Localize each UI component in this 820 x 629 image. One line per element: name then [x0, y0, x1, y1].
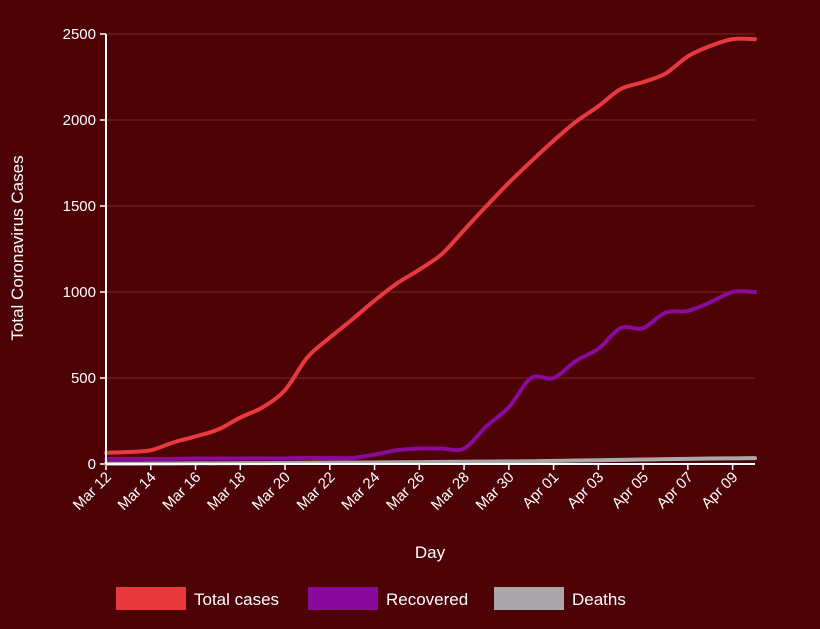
- grid-lines: [106, 33, 755, 379]
- legend: Total cases Recovered Deaths: [116, 587, 626, 610]
- x-axis-title: Day: [415, 543, 446, 562]
- x-tick-label-mar-18: Mar 18: [204, 469, 249, 514]
- y-tick-label-1000: 1000: [63, 284, 96, 301]
- axes: [105, 34, 755, 465]
- x-tick-label-apr-05: Apr 05: [609, 469, 652, 512]
- x-tick-label-mar-24: Mar 24: [338, 469, 383, 514]
- legend-label-deaths: Deaths: [572, 590, 626, 609]
- x-tick-label-mar-26: Mar 26: [383, 469, 428, 514]
- x-tick-label-mar-12: Mar 12: [70, 469, 115, 514]
- legend-item-recovered[interactable]: Recovered: [308, 587, 468, 610]
- x-axis-ticks: Mar 12 Mar 14 Mar 16 Mar 18 Mar 20 Mar 22 Mar …: [70, 464, 741, 514]
- y-tick-label-0: 0: [88, 456, 96, 473]
- y-tick-label-500: 500: [71, 370, 96, 387]
- x-tick-label-mar-20: Mar 20: [249, 469, 294, 514]
- y-axis-ticks: 0 500 1000 1500 2000 2500: [63, 26, 106, 473]
- legend-swatch-total-cases: [116, 587, 186, 610]
- legend-swatch-deaths: [494, 587, 564, 610]
- x-tick-label-apr-09: Apr 09: [698, 469, 741, 512]
- x-tick-label-mar-28: Mar 28: [428, 469, 473, 514]
- x-tick-label-mar-16: Mar 16: [159, 469, 204, 514]
- y-tick-label-2000: 2000: [63, 112, 96, 129]
- series-line-total-cases: [104, 36, 757, 455]
- series-line-recovered: [104, 289, 757, 461]
- y-tick-label-2500: 2500: [63, 26, 96, 43]
- legend-item-deaths[interactable]: Deaths: [494, 587, 626, 610]
- x-tick-label-mar-22: Mar 22: [294, 469, 339, 514]
- legend-swatch-recovered: [308, 587, 378, 610]
- x-tick-label-apr-01: Apr 01: [519, 469, 562, 512]
- y-axis-title: Total Coronavirus Cases: [8, 155, 27, 340]
- legend-label-total-cases: Total cases: [194, 590, 279, 609]
- x-tick-label-mar-14: Mar 14: [115, 469, 160, 514]
- y-tick-label-1500: 1500: [63, 198, 96, 215]
- x-tick-label-mar-30: Mar 30: [473, 469, 518, 514]
- x-tick-label-apr-03: Apr 03: [564, 469, 607, 512]
- x-tick-label-apr-07: Apr 07: [653, 469, 696, 512]
- legend-item-total-cases[interactable]: Total cases: [116, 587, 279, 610]
- series-lines: [104, 36, 757, 466]
- legend-label-recovered: Recovered: [386, 590, 468, 609]
